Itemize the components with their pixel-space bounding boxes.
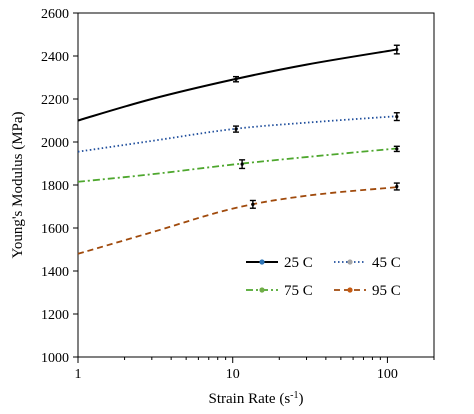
series-line	[77, 48, 397, 122]
error-bar	[249, 199, 256, 209]
y-tick-label: 2000	[41, 136, 69, 151]
legend-entry: 25 C	[246, 255, 313, 271]
error-bars	[232, 44, 400, 209]
y-tick-label: 1200	[41, 308, 69, 323]
series-line	[77, 147, 397, 183]
legend-entry: 95 C	[334, 283, 401, 299]
legend-label: 75 C	[284, 283, 313, 299]
data-point	[251, 202, 255, 206]
legend-label: 45 C	[372, 255, 401, 271]
x-tick-label: 1	[75, 367, 82, 382]
error-bar	[239, 159, 246, 170]
y-tick-label: 1400	[41, 265, 69, 280]
chart-legend: 25 C 45 C 75 C 95 C	[246, 255, 401, 299]
data-point	[395, 147, 399, 151]
x-tick-label: 10	[226, 367, 240, 382]
series-lines	[77, 48, 397, 255]
series-line	[77, 186, 397, 255]
x-axis-ticks: 1 10 100	[75, 357, 435, 382]
y-axis-ticks: 1000 1200 1400 1600 1800 2000 2200 2400 2600	[41, 7, 78, 366]
y-tick-label: 2400	[41, 50, 69, 65]
data-point	[395, 184, 399, 189]
x-axis-title: Strain Rate (s-1)	[209, 390, 304, 408]
legend-marker	[259, 259, 265, 265]
data-point	[395, 47, 399, 52]
y-axis-title: Young's Modulus (MPa)	[10, 111, 26, 258]
legend-label: 25 C	[284, 255, 313, 271]
legend-entry: 45 C	[334, 255, 401, 271]
error-bar	[232, 75, 239, 83]
legend-marker	[347, 259, 353, 265]
x-tick-label: 100	[377, 367, 398, 382]
legend-label: 95 C	[372, 283, 401, 299]
y-tick-label: 1800	[41, 179, 69, 194]
plot-border	[77, 12, 435, 358]
data-point	[395, 115, 399, 119]
legend-marker	[347, 287, 353, 293]
y-tick-label: 2200	[41, 93, 69, 108]
data-point	[240, 162, 244, 166]
error-bar	[232, 125, 239, 133]
error-bar	[393, 44, 400, 55]
y-tick-label: 1600	[41, 222, 69, 237]
y-tick-label: 1000	[41, 351, 69, 366]
plot-area-frame	[77, 12, 435, 358]
series-line	[77, 115, 397, 153]
error-bar	[393, 112, 400, 122]
data-point	[234, 77, 238, 81]
error-bar	[393, 182, 400, 191]
legend-entry: 75 C	[246, 283, 313, 299]
data-point	[234, 127, 238, 131]
y-tick-label: 2600	[41, 7, 69, 22]
legend-marker	[259, 287, 265, 293]
error-bar	[393, 145, 400, 153]
